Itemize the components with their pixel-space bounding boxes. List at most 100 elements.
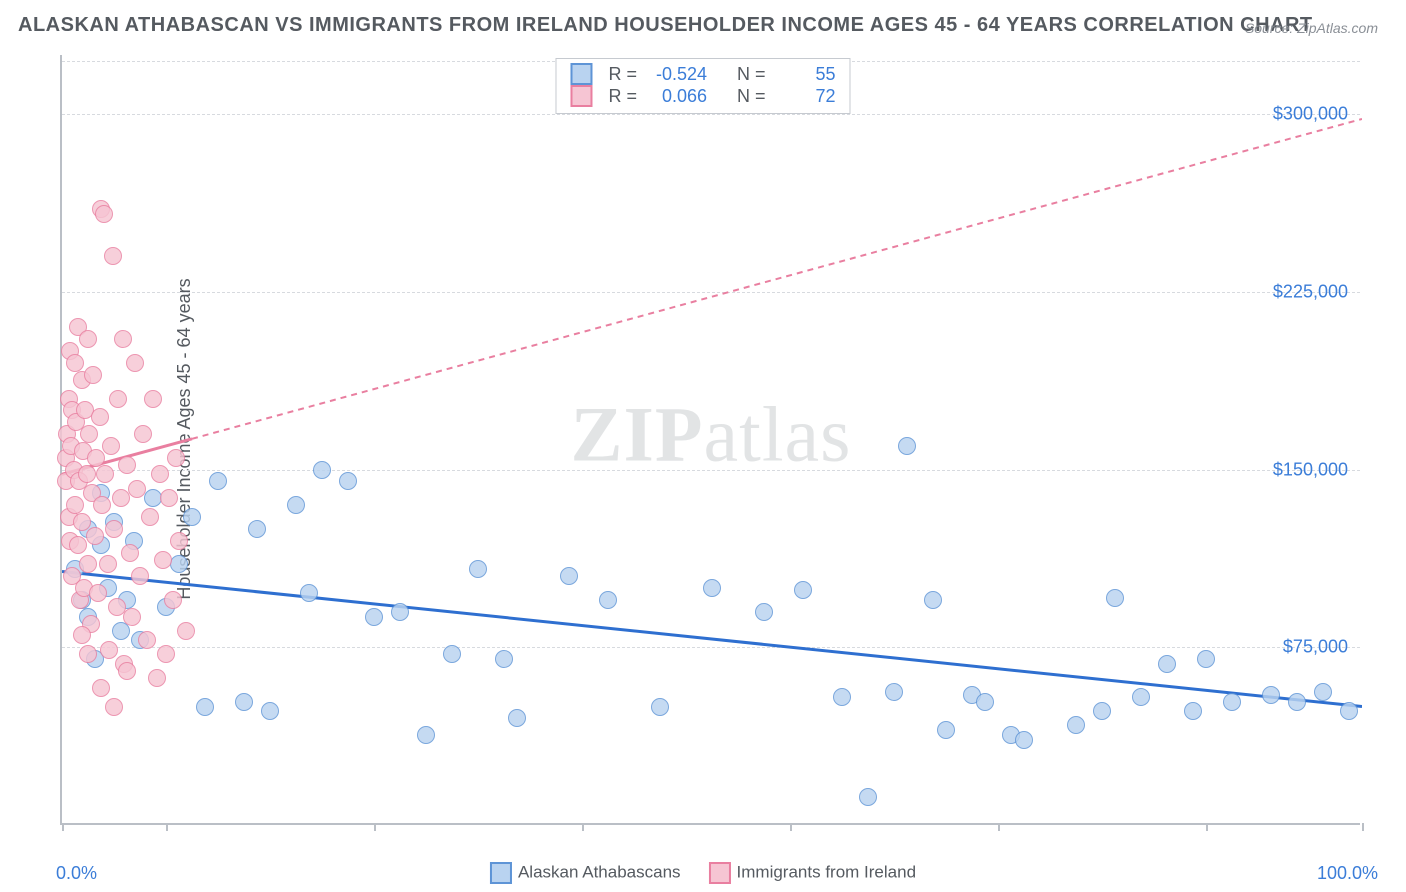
r-label: R = (608, 64, 637, 85)
data-point-ireland (87, 449, 105, 467)
corr-row-athabascan: R =-0.524N =55 (570, 63, 835, 85)
data-point-athabascan (209, 472, 227, 490)
y-tick-label: $300,000 (1273, 104, 1348, 125)
x-axis-max-label: 100.0% (1317, 863, 1378, 884)
data-point-ireland (86, 527, 104, 545)
data-point-ireland (151, 465, 169, 483)
data-point-athabascan (560, 567, 578, 585)
trendline-extrapolated-ireland (192, 119, 1362, 439)
swatch-athabascan (490, 862, 512, 884)
x-tick (166, 823, 168, 831)
data-point-athabascan (112, 622, 130, 640)
y-tick-label: $225,000 (1273, 281, 1348, 302)
data-point-ireland (91, 408, 109, 426)
data-point-athabascan (1314, 683, 1332, 701)
data-point-ireland (154, 551, 172, 569)
data-point-ireland (121, 544, 139, 562)
data-point-athabascan (898, 437, 916, 455)
series-legend: Alaskan Athabascans Immigrants from Irela… (490, 862, 916, 884)
data-point-ireland (157, 645, 175, 663)
n-label: N = (737, 64, 766, 85)
data-point-athabascan (469, 560, 487, 578)
data-point-athabascan (339, 472, 357, 490)
data-point-athabascan (885, 683, 903, 701)
x-tick (1362, 823, 1364, 831)
data-point-ireland (131, 567, 149, 585)
data-point-ireland (138, 631, 156, 649)
data-point-ireland (95, 205, 113, 223)
data-point-ireland (128, 480, 146, 498)
data-point-ireland (109, 390, 127, 408)
data-point-ireland (80, 425, 98, 443)
gridline (62, 647, 1360, 648)
n-value: 55 (776, 64, 836, 85)
n-label: N = (737, 86, 766, 107)
data-point-athabascan (1197, 650, 1215, 668)
x-tick (374, 823, 376, 831)
data-point-ireland (84, 366, 102, 384)
x-tick (62, 823, 64, 831)
data-point-ireland (114, 330, 132, 348)
source-value: ZipAtlas.com (1297, 20, 1378, 36)
data-point-ireland (177, 622, 195, 640)
x-axis-min-label: 0.0% (56, 863, 97, 884)
x-tick (998, 823, 1000, 831)
data-point-athabascan (235, 693, 253, 711)
chart-title: ALASKAN ATHABASCAN VS IMMIGRANTS FROM IR… (18, 14, 1313, 37)
data-point-athabascan (508, 709, 526, 727)
legend-item-athabascan: Alaskan Athabascans (490, 862, 681, 884)
data-point-ireland (89, 584, 107, 602)
data-point-athabascan (391, 603, 409, 621)
data-point-ireland (118, 662, 136, 680)
data-point-ireland (112, 489, 130, 507)
n-value: 72 (776, 86, 836, 107)
corr-row-ireland: R =0.066N =72 (570, 85, 835, 107)
data-point-athabascan (170, 555, 188, 573)
data-point-ireland (96, 465, 114, 483)
gridline (62, 292, 1360, 293)
watermark-bold: ZIP (571, 391, 704, 478)
watermark-rest: atlas (704, 391, 852, 478)
data-point-athabascan (703, 579, 721, 597)
data-point-athabascan (1015, 731, 1033, 749)
x-tick (1206, 823, 1208, 831)
data-point-ireland (123, 608, 141, 626)
swatch-ireland (570, 85, 592, 107)
data-point-ireland (105, 520, 123, 538)
data-point-athabascan (755, 603, 773, 621)
data-point-athabascan (495, 650, 513, 668)
data-point-ireland (104, 247, 122, 265)
data-point-athabascan (976, 693, 994, 711)
data-point-ireland (148, 669, 166, 687)
y-tick-label: $75,000 (1283, 637, 1348, 658)
data-point-ireland (141, 508, 159, 526)
data-point-ireland (79, 555, 97, 573)
legend-label: Immigrants from Ireland (737, 862, 917, 881)
legend-label: Alaskan Athabascans (518, 862, 681, 881)
data-point-athabascan (651, 698, 669, 716)
data-point-athabascan (1340, 702, 1358, 720)
data-point-ireland (134, 425, 152, 443)
data-point-ireland (118, 456, 136, 474)
data-point-athabascan (1106, 589, 1124, 607)
data-point-ireland (93, 496, 111, 514)
data-point-athabascan (248, 520, 266, 538)
data-point-ireland (105, 698, 123, 716)
data-point-ireland (164, 591, 182, 609)
data-point-ireland (102, 437, 120, 455)
x-tick (790, 823, 792, 831)
data-point-athabascan (261, 702, 279, 720)
gridline (62, 114, 1360, 115)
x-tick (582, 823, 584, 831)
data-point-ireland (167, 449, 185, 467)
data-point-athabascan (300, 584, 318, 602)
data-point-ireland (99, 555, 117, 573)
data-point-athabascan (287, 496, 305, 514)
data-point-athabascan (924, 591, 942, 609)
data-point-ireland (126, 354, 144, 372)
y-tick-label: $150,000 (1273, 459, 1348, 480)
source-label: Source: (1245, 20, 1293, 36)
data-point-athabascan (1184, 702, 1202, 720)
data-point-ireland (92, 679, 110, 697)
data-point-ireland (144, 390, 162, 408)
